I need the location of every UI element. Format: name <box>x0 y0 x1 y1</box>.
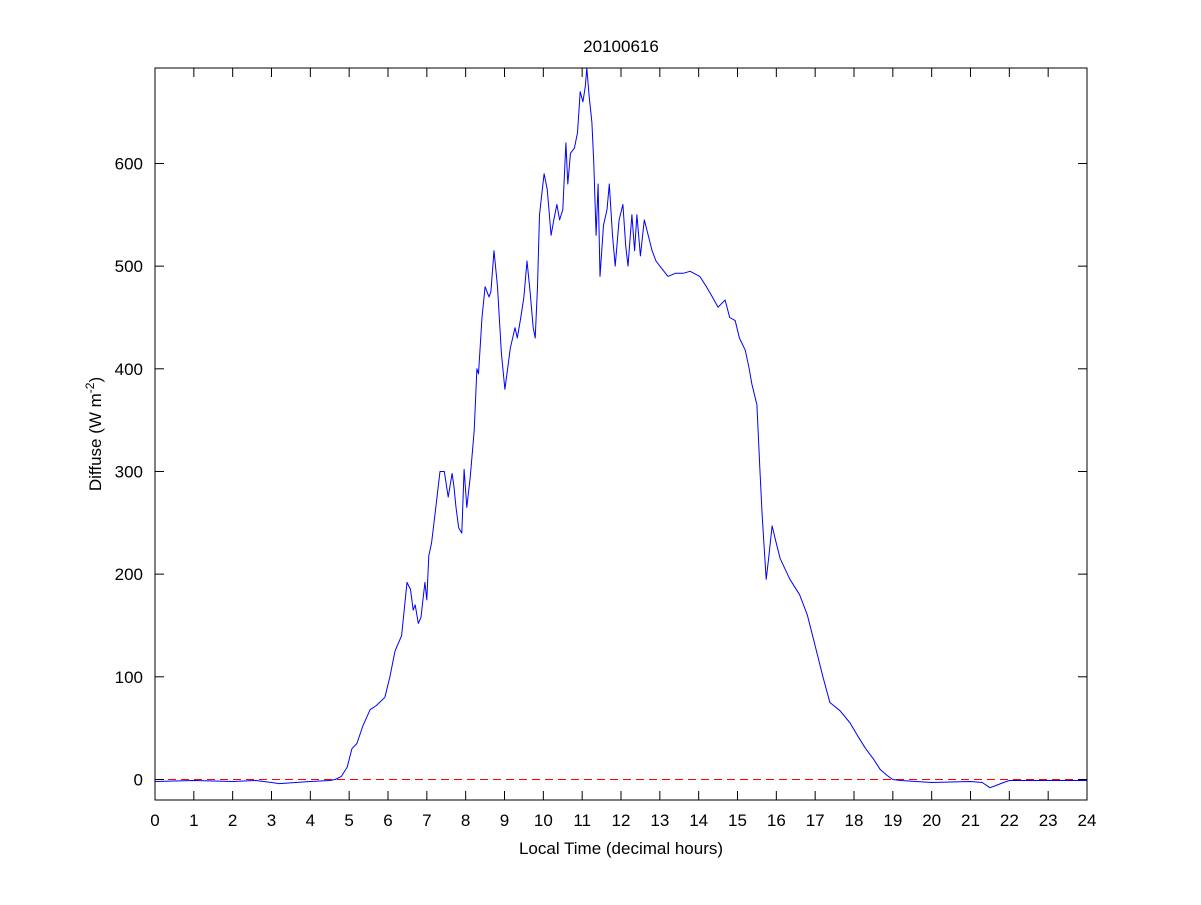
y-axis-label-main: Diffuse (W m <box>86 393 105 491</box>
x-tick-label: 10 <box>534 811 553 830</box>
y-tick-label: 100 <box>115 668 143 687</box>
x-tick-label: 22 <box>1000 811 1019 830</box>
chart-title: 20100616 <box>583 37 659 56</box>
y-tick-label: 0 <box>134 770 143 789</box>
plot-area: 0 1 2 3 4 5 6 7 8 9 10 11 12 13 14 15 16 17 18 19 20 21 22 23 24… <box>115 67 1097 830</box>
x-tick-label: 20 <box>922 811 941 830</box>
x-tick-label: 14 <box>689 811 708 830</box>
y-tick-label: 400 <box>115 360 143 379</box>
x-tick-label: 11 <box>573 811 591 830</box>
x-tick-label: 6 <box>383 811 392 830</box>
x-tick-label: 17 <box>806 811 825 830</box>
y-tick-label: 200 <box>115 565 143 584</box>
x-tick-label: 1 <box>189 811 198 830</box>
y-tick-label: 600 <box>115 154 143 173</box>
plot-background <box>155 68 1087 800</box>
x-tick-label: 12 <box>612 811 631 830</box>
x-tick-label: 23 <box>1039 811 1058 830</box>
y-axis-label-end: ) <box>86 377 105 383</box>
x-tick-label: 3 <box>267 811 276 830</box>
x-tick-label: 18 <box>845 811 864 830</box>
y-tick-label: 300 <box>115 462 143 481</box>
data-series-line <box>154 67 1087 789</box>
x-tick-label: 13 <box>650 811 669 830</box>
x-tick-label: 7 <box>422 811 431 830</box>
x-tick-label: 8 <box>461 811 470 830</box>
x-tick-label: 4 <box>306 811 315 830</box>
x-tick-label: 15 <box>728 811 747 830</box>
x-tick-label: 19 <box>883 811 902 830</box>
x-tick-label: 21 <box>961 811 980 830</box>
x-tick-label: 2 <box>228 811 237 830</box>
x-axis-label: Local Time (decimal hours) <box>519 839 723 858</box>
x-tick-label: 9 <box>500 811 509 830</box>
y-axis-label: Diffuse (W m-2) <box>83 377 105 491</box>
x-tick-label: 24 <box>1078 811 1097 830</box>
x-tick-label: 16 <box>767 811 786 830</box>
x-tick-label: 0 <box>150 811 159 830</box>
y-tick-label: 500 <box>115 257 143 276</box>
x-tick-label: 5 <box>344 811 353 830</box>
y-axis-label-superscript: -2 <box>83 382 97 393</box>
